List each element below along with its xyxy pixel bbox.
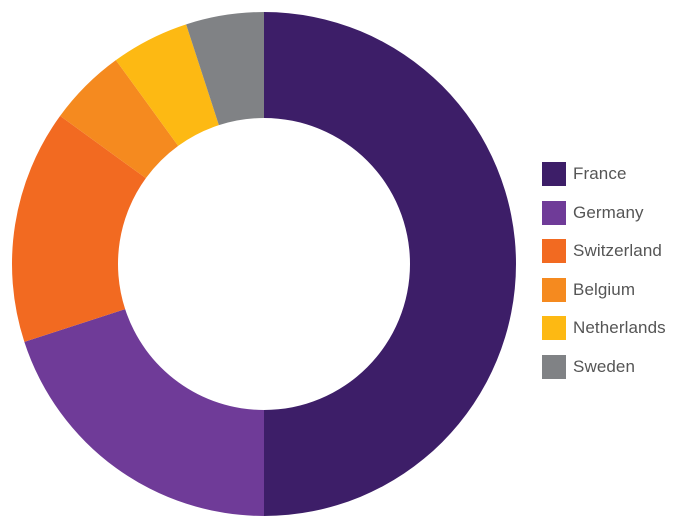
legend-swatch-germany bbox=[542, 200, 566, 225]
donut-slices bbox=[12, 12, 516, 516]
legend-label-germany: Germany bbox=[573, 202, 644, 222]
legend-swatch-belgium bbox=[542, 277, 566, 302]
legend-label-netherlands: Netherlands bbox=[573, 318, 666, 338]
slice-belgium[interactable] bbox=[60, 60, 179, 179]
legend-item-germany[interactable]: Germany bbox=[542, 200, 679, 225]
slice-switzerland[interactable] bbox=[12, 115, 146, 342]
legend-item-netherlands[interactable]: Netherlands bbox=[542, 316, 679, 341]
slice-sweden[interactable] bbox=[186, 12, 264, 126]
legend-swatch-france bbox=[542, 162, 566, 186]
legend-label-france: France bbox=[573, 164, 627, 183]
chart-legend: France Germany Switzerland Belgium Nethe… bbox=[542, 162, 679, 394]
legend-swatch-switzerland bbox=[542, 239, 566, 264]
legend-item-switzerland[interactable]: Switzerland bbox=[542, 239, 679, 264]
legend-label-belgium: Belgium bbox=[573, 279, 636, 299]
legend-swatch-sweden bbox=[542, 354, 566, 379]
legend-item-france[interactable]: France bbox=[542, 162, 679, 186]
legend-label-sweden: Sweden bbox=[573, 356, 636, 376]
slice-france[interactable] bbox=[264, 12, 516, 516]
legend-item-sweden[interactable]: Sweden bbox=[542, 354, 679, 379]
legend-item-belgium[interactable]: Belgium bbox=[542, 277, 679, 302]
legend-label-switzerland: Switzerland bbox=[573, 241, 662, 261]
legend-swatch-netherlands bbox=[542, 316, 566, 341]
slice-netherlands[interactable] bbox=[115, 24, 219, 146]
slice-germany[interactable] bbox=[24, 309, 265, 516]
